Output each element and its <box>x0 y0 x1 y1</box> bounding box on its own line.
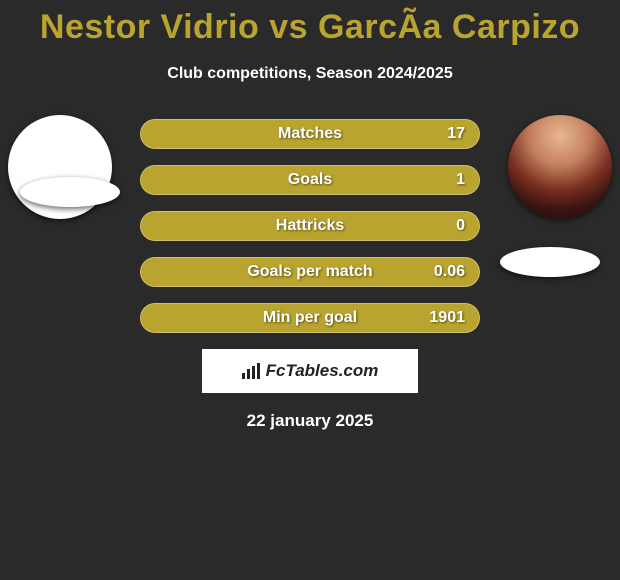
stat-row: Hattricks 0 <box>140 211 480 241</box>
player-left-team-pill <box>20 177 120 207</box>
snapshot-date: 22 january 2025 <box>0 411 620 431</box>
stat-value-right: 17 <box>447 125 465 143</box>
stat-value-right: 0.06 <box>434 263 465 281</box>
stat-bars: Matches 17 Goals 1 Hattricks 0 Goals per… <box>140 115 480 333</box>
stat-label: Goals <box>288 171 332 189</box>
player-right-avatar <box>508 115 612 219</box>
chart-icon <box>242 363 262 379</box>
page-title: Nestor Vidrio vs GarcÃa Carpizo <box>0 0 620 47</box>
stat-row: Matches 17 <box>140 119 480 149</box>
stat-label: Goals per match <box>247 263 372 281</box>
branding-badge: FcTables.com <box>202 349 418 393</box>
stat-value-right: 1901 <box>429 309 465 327</box>
page-subtitle: Club competitions, Season 2024/2025 <box>0 65 620 83</box>
stat-row: Min per goal 1901 <box>140 303 480 333</box>
stat-label: Matches <box>278 125 342 143</box>
stat-row: Goals 1 <box>140 165 480 195</box>
stat-row: Goals per match 0.06 <box>140 257 480 287</box>
player-right-team-pill <box>500 247 600 277</box>
branding-text: FcTables.com <box>266 361 379 381</box>
stat-value-right: 0 <box>456 217 465 235</box>
stat-label: Min per goal <box>263 309 357 327</box>
comparison-content: Matches 17 Goals 1 Hattricks 0 Goals per… <box>0 115 620 431</box>
stat-value-right: 1 <box>456 171 465 189</box>
stat-label: Hattricks <box>276 217 344 235</box>
